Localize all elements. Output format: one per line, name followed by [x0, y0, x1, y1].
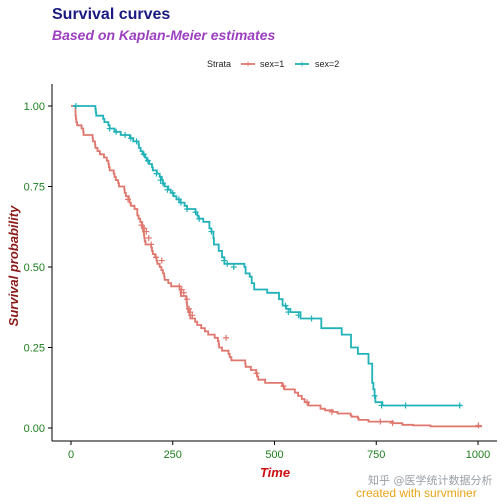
legend-marker-sex1: + [245, 60, 251, 71]
censor-mark-sex1 [176, 283, 183, 290]
censor-mark-sex1 [138, 222, 145, 229]
x-tick-label: 500 [265, 449, 283, 461]
censor-mark-sex2 [196, 215, 203, 222]
censor-mark-sex1 [328, 408, 335, 415]
censor-mark-sex1 [180, 289, 187, 296]
censor-mark-sex2 [177, 199, 184, 206]
censor-mark-sex1 [304, 399, 311, 406]
censor-mark-sex2 [378, 402, 385, 409]
y-tick-label: 0.00 [24, 423, 45, 435]
survival-curves [71, 103, 483, 429]
censor-mark-sex2 [308, 315, 315, 322]
censor-mark-sex1 [475, 422, 482, 429]
censor-mark-sex2 [113, 128, 120, 135]
censor-mark-sex2 [224, 260, 231, 267]
censor-mark-sex2 [159, 180, 166, 187]
censor-mark-sex1 [389, 420, 396, 427]
curve-sex1 [71, 105, 483, 428]
legend-title: Strata [207, 59, 231, 69]
censor-mark-sex1 [377, 418, 384, 425]
censor-mark-sex1 [124, 196, 131, 203]
censor-mark-sex1 [141, 225, 148, 232]
watermark-text: 知乎 @医学统计数据分析 [368, 473, 493, 487]
censor-mark-sex1 [223, 334, 230, 341]
censor-mark-sex1 [178, 286, 185, 293]
y-tick-label: 0.75 [24, 182, 45, 194]
censor-mark-sex1 [153, 254, 160, 261]
censor-mark-sex2 [192, 209, 199, 216]
legend-marker-sex2: + [299, 60, 305, 71]
censor-mark-sex2 [122, 131, 129, 138]
y-tick-label: 0.25 [24, 343, 45, 355]
censor-mark-sex2 [144, 157, 151, 164]
censor-mark-sex1 [187, 309, 194, 316]
chart-subtitle: Based on Kaplan-Meier estimates [52, 27, 276, 43]
x-tick-label: 1000 [466, 449, 490, 461]
legend-item-sex2: + sex=2 [295, 59, 339, 71]
x-tick-label: 750 [367, 449, 385, 461]
censor-mark-sex1 [253, 370, 260, 377]
censor-mark-sex2 [140, 151, 147, 158]
censor-mark-sex2 [106, 125, 113, 132]
y-axis-title: Survival probability [6, 205, 21, 326]
legend-item-sex1: + sex=1 [241, 59, 284, 71]
censor-mark-sex2 [208, 228, 215, 235]
censor-mark-sex2 [295, 312, 302, 319]
censor-mark-sex1 [158, 257, 165, 264]
censor-mark-sex1 [186, 305, 193, 312]
censor-mark-sex2 [157, 177, 164, 184]
censor-mark-sex1 [148, 241, 155, 248]
censor-mark-sex2 [153, 170, 160, 177]
chart-title: Survival curves [52, 6, 170, 23]
censor-mark-sex2 [127, 135, 134, 142]
legend-label-sex1: sex=1 [260, 59, 284, 69]
legend-label-sex2: sex=2 [315, 59, 339, 69]
caption-text: created with survminer [356, 486, 477, 500]
y-tick-label: 0.50 [24, 262, 45, 274]
curve-sex2 [73, 105, 462, 407]
censor-mark-sex2 [164, 186, 171, 193]
censor-mark-sex2 [371, 392, 378, 399]
censor-mark-sex2 [230, 264, 237, 270]
y-ticks: 0.00 0.25 0.50 0.75 1.00 [24, 101, 52, 435]
x-ticks: 0 250 500 750 1000 [68, 441, 490, 461]
censor-mark-sex2 [282, 302, 289, 309]
y-tick-label: 1.00 [24, 101, 45, 113]
censor-mark-sex2 [175, 196, 182, 203]
x-axis-title: Time [260, 465, 290, 480]
censor-mark-sex1 [145, 235, 152, 242]
censor-mark-sex1 [183, 296, 190, 303]
censor-mark-sex1 [189, 312, 196, 319]
legend: Strata + sex=1 + sex=2 [207, 59, 339, 71]
censor-mark-sex2 [133, 138, 140, 145]
censor-mark-sex2 [72, 103, 79, 109]
x-tick-label: 250 [164, 449, 182, 461]
censor-mark-sex2 [183, 206, 190, 213]
censor-mark-sex2 [402, 402, 409, 409]
censor-mark-sex1 [143, 228, 150, 235]
censor-mark-sex2 [221, 257, 228, 264]
censor-mark-sex1 [280, 383, 287, 390]
censor-mark-sex2 [285, 309, 292, 316]
censor-mark-sex2 [456, 402, 463, 409]
x-tick-label: 0 [68, 449, 74, 461]
censor-mark-sex2 [169, 189, 176, 196]
